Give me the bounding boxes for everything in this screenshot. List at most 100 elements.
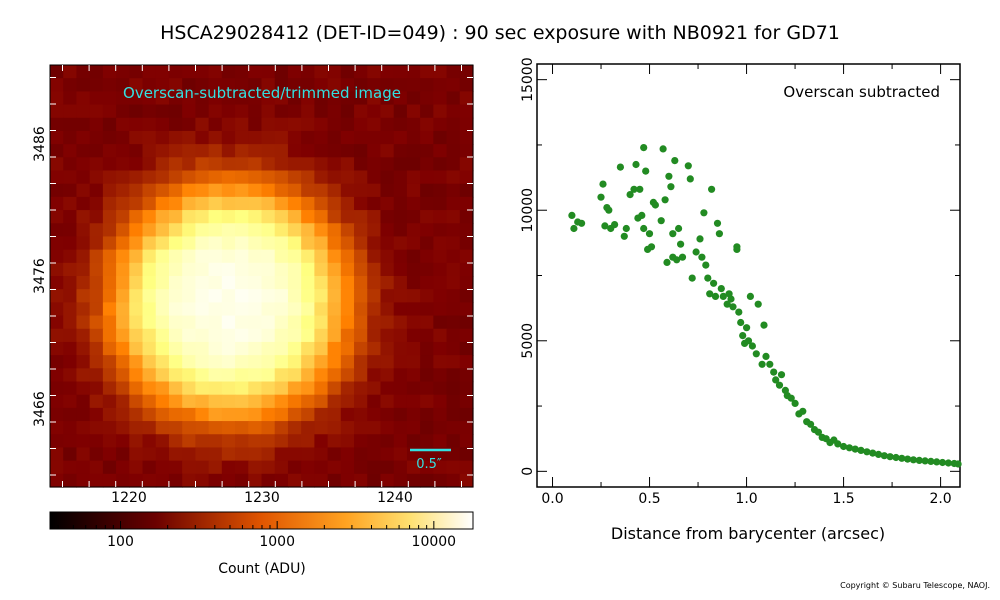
image-pixel [274, 130, 289, 145]
image-pixel [420, 78, 434, 92]
image-pixel [354, 394, 368, 409]
image-pixel [393, 341, 408, 356]
image-pixel [221, 223, 236, 238]
image-pixel [446, 130, 461, 145]
y-tick-label: 5000 [520, 323, 536, 359]
image-pixel [287, 276, 302, 290]
image-pixel [235, 130, 249, 145]
image-pixel [380, 289, 395, 303]
image-pixel [367, 130, 382, 145]
data-point [898, 454, 906, 462]
image-pixel [89, 276, 104, 290]
image-pixel [235, 104, 249, 119]
image-pixel [393, 460, 408, 475]
data-point [869, 449, 877, 457]
image-pixel [301, 157, 315, 172]
image-pixel [208, 368, 223, 383]
image-pixel [89, 210, 104, 224]
image-pixel [327, 262, 342, 277]
image-pixel [433, 355, 448, 369]
image-pixel [182, 104, 197, 119]
image-pixel [314, 328, 329, 343]
image-pixel [235, 473, 249, 488]
image-pixel [248, 249, 263, 264]
image-pixel [182, 262, 197, 277]
image-pixel [168, 78, 183, 92]
image-pixel [89, 196, 104, 211]
image-pixel [208, 78, 223, 92]
image-pixel [221, 355, 236, 369]
image-pixel [327, 223, 342, 238]
image-pixel [102, 473, 117, 488]
image-pixel [367, 381, 382, 396]
image-pixel [327, 368, 342, 383]
image-pixel [314, 341, 329, 356]
image-pixel [393, 328, 408, 343]
image-pixel [155, 473, 170, 488]
image-pixel [433, 434, 448, 449]
image-pixel [327, 157, 342, 172]
image-pixel [50, 249, 64, 264]
image-pixel [393, 104, 408, 119]
image-pixel [287, 236, 302, 251]
image-pixel [116, 183, 130, 198]
data-point [622, 224, 630, 233]
image-pixel [393, 210, 408, 224]
data-point [863, 448, 871, 456]
image-pixel [102, 381, 117, 396]
image-pixel [433, 315, 448, 330]
image-pixel [433, 196, 448, 211]
image-pixel [168, 434, 183, 449]
image-pixel [446, 144, 461, 158]
image-pixel [287, 78, 302, 92]
image-pixel [102, 262, 117, 277]
image-pixel [155, 276, 170, 290]
image-pixel [208, 249, 223, 264]
radial-profile-chart: Overscan subtracted 0.0 0.5 1.0 1.5 2.0 … [520, 57, 962, 543]
image-pixel [235, 394, 249, 409]
image-pixel [248, 117, 263, 132]
data-point [752, 350, 760, 358]
image-pixel [367, 473, 382, 488]
data-point [611, 221, 619, 229]
image-pixel [340, 460, 355, 475]
data-point [616, 163, 625, 171]
image-pixel [116, 394, 130, 409]
image-pixel [89, 460, 104, 475]
image-pixel [129, 407, 144, 422]
image-pixel [406, 368, 421, 383]
data-point [791, 399, 799, 407]
image-pixel [63, 157, 78, 172]
image-pixel [248, 130, 263, 145]
image-pixel [102, 157, 117, 172]
image-pixel [182, 276, 197, 290]
data-point [754, 300, 762, 308]
image-pixel [182, 236, 197, 251]
image-pixel [116, 315, 130, 330]
image-pixel [221, 341, 236, 356]
image-pixel [221, 78, 236, 92]
image-pixel [367, 144, 382, 158]
image-pixel [102, 289, 117, 303]
image-pixel [327, 117, 342, 132]
image-pixel [274, 117, 289, 132]
image-pixel [327, 328, 342, 343]
image-pixel [116, 65, 130, 79]
image-pixel [248, 65, 263, 79]
copyright-notice: Copyright © Subaru Telescope, NAOJ. [840, 581, 990, 590]
data-point [636, 185, 644, 193]
image-pixel [248, 170, 263, 185]
image-pixel [327, 170, 342, 185]
image-pixel [327, 78, 342, 92]
image-pixel [274, 196, 289, 211]
image-pixel [155, 355, 170, 369]
image-pixel [354, 276, 368, 290]
image-pixel [367, 276, 382, 290]
image-pixel [50, 302, 64, 317]
image-pixel [301, 447, 315, 462]
image-pixel [274, 394, 289, 409]
image-pixel [129, 91, 144, 106]
data-point [675, 224, 683, 233]
image-pixel [142, 434, 157, 449]
image-pixel [155, 289, 170, 303]
